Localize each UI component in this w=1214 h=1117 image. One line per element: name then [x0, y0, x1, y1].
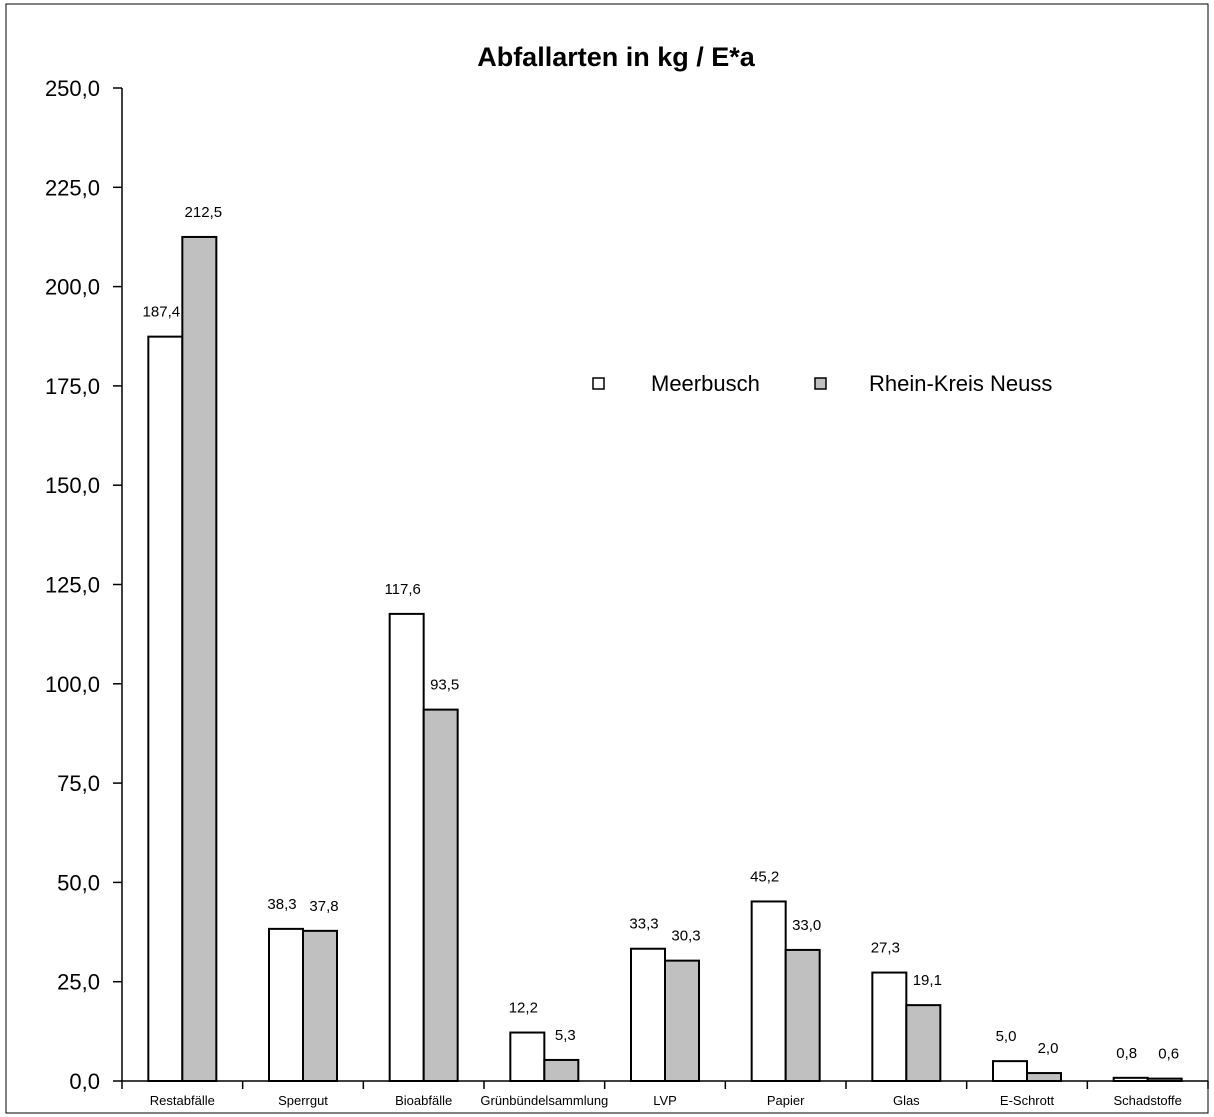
- data-label: 27,3: [871, 940, 900, 957]
- legend-label: Meerbusch: [651, 371, 760, 396]
- y-tick-label: 125,0: [45, 573, 100, 598]
- data-label: 38,3: [267, 896, 296, 913]
- x-tick-label: Grünbündelsammlung: [480, 1093, 608, 1108]
- data-label: 0,8: [1116, 1045, 1137, 1062]
- data-label: 45,2: [750, 868, 779, 885]
- y-tick-label: 100,0: [45, 672, 100, 697]
- y-tick-label: 200,0: [45, 275, 100, 300]
- bars: [147, 235, 1183, 1083]
- y-tick-label: 75,0: [57, 771, 100, 796]
- data-label: 212,5: [185, 204, 223, 221]
- bar-rhein-kreis-neuss: [1026, 1072, 1062, 1083]
- bar-meerbusch: [750, 900, 787, 1082]
- bar-rhein-kreis-neuss: [784, 948, 821, 1083]
- data-label: 33,0: [792, 917, 821, 934]
- bar-rhein-kreis-neuss: [181, 235, 218, 1082]
- data-label: 37,8: [309, 898, 338, 915]
- legend-swatch-meerbusch: [592, 377, 605, 390]
- data-label: 19,1: [913, 972, 942, 989]
- y-tick-label: 25,0: [57, 970, 100, 995]
- bar-rhein-kreis-neuss: [422, 708, 459, 1082]
- x-tick-label: E-Schrott: [1000, 1093, 1055, 1108]
- data-label: 187,4: [143, 304, 181, 321]
- data-label: 0,6: [1158, 1046, 1179, 1063]
- bar-meerbusch: [268, 927, 304, 1082]
- x-tick-label: Restabfälle: [150, 1093, 215, 1108]
- data-label: 33,3: [629, 916, 658, 933]
- x-tick-label: Schadstoffe: [1113, 1093, 1181, 1108]
- bar-rhein-kreis-neuss: [1146, 1077, 1183, 1083]
- x-tick-label: LVP: [653, 1093, 677, 1108]
- bar-rhein-kreis-neuss: [302, 929, 338, 1082]
- bar-meerbusch: [1112, 1076, 1149, 1082]
- x-tick-label: Sperrgut: [278, 1093, 328, 1108]
- legend-label: Rhein-Kreis Neuss: [869, 371, 1052, 396]
- data-label: 5,0: [996, 1028, 1017, 1045]
- bar-meerbusch: [871, 971, 908, 1082]
- chart-title: Abfallarten in kg / E*a: [477, 42, 756, 72]
- data-label: 30,3: [671, 928, 700, 945]
- x-tick-label: Glas: [893, 1093, 920, 1108]
- x-tick-label: Bioabfälle: [395, 1093, 452, 1108]
- data-labels: 187,4 212,5 38,3 37,8 117,6 93,5 12,2 5,3 33,3 30…: [143, 204, 1180, 1063]
- bar-meerbusch: [388, 612, 425, 1083]
- data-label: 2,0: [1038, 1040, 1059, 1057]
- bar-rhein-kreis-neuss: [905, 1004, 942, 1083]
- legend: Meerbusch Rhein-Kreis Neuss: [592, 371, 1052, 396]
- bar-meerbusch: [630, 947, 666, 1083]
- y-tick-label: 225,0: [45, 175, 100, 200]
- bar-meerbusch: [509, 1031, 546, 1083]
- bar-rhein-kreis-neuss: [543, 1058, 580, 1082]
- data-label: 12,2: [509, 1000, 538, 1017]
- bar-meerbusch: [147, 335, 184, 1082]
- y-tick-label: 50,0: [57, 870, 100, 895]
- data-label: 117,6: [384, 581, 420, 598]
- x-tick-label: Papier: [767, 1093, 805, 1108]
- y-tick-label: 150,0: [45, 473, 100, 498]
- y-tick-label: 175,0: [45, 374, 100, 399]
- bar-rhein-kreis-neuss: [664, 959, 700, 1082]
- data-label: 5,3: [555, 1027, 576, 1044]
- legend-swatch-rhein-kreis-neuss: [814, 377, 827, 390]
- y-tick-label: 0,0: [69, 1069, 100, 1094]
- data-label: 93,5: [430, 677, 459, 694]
- y-tick-label: 250,0: [45, 76, 100, 101]
- bar-meerbusch: [992, 1060, 1028, 1083]
